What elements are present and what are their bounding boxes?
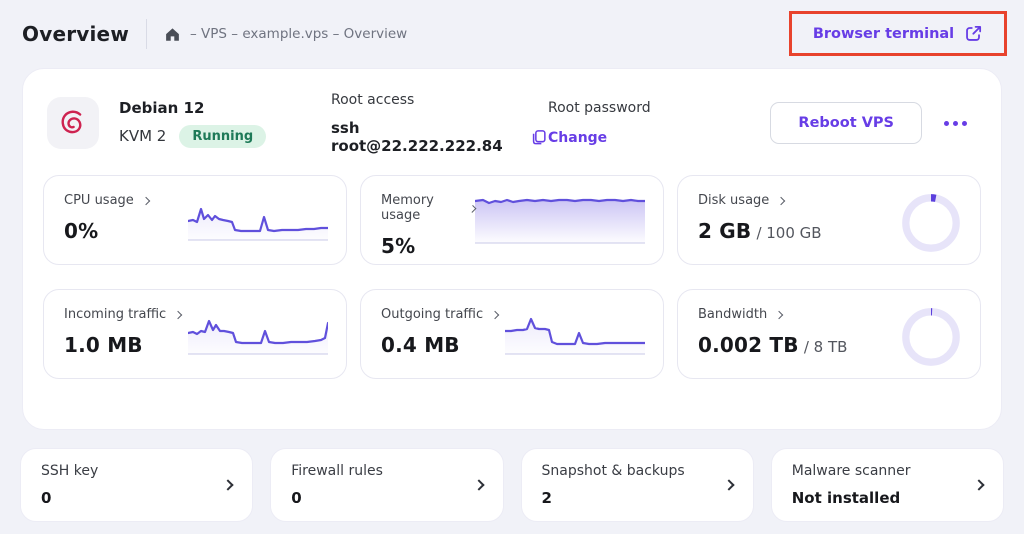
quick-card-value: 2 <box>541 489 552 507</box>
quick-card-label: Firewall rules <box>291 463 383 479</box>
quick-card-firewall-rules[interactable]: Firewall rules 0 <box>270 448 504 522</box>
chevron-right-icon <box>777 196 786 206</box>
chevron-right-icon <box>723 479 735 491</box>
quick-card-ssh-key[interactable]: SSH key 0 <box>20 448 254 522</box>
chevron-right-icon <box>222 479 234 491</box>
outgoing-traffic-link[interactable]: Outgoing traffic <box>381 307 500 322</box>
metric-label: Disk usage <box>698 193 770 208</box>
chevron-right-icon <box>774 310 784 320</box>
memory-area-chart <box>475 191 645 249</box>
os-logo-tile <box>47 97 99 149</box>
browser-terminal-label: Browser terminal <box>812 25 955 42</box>
chevron-right-icon <box>472 479 485 491</box>
root-access-block: Root access ssh root@22.222.222.84 <box>331 92 548 155</box>
debian-logo-icon <box>61 110 82 134</box>
bandwidth-total: / 8 TB <box>803 338 848 356</box>
external-link-icon <box>966 25 982 41</box>
header-divider <box>146 19 148 49</box>
breadcrumb-text: – VPS – example.vps – Overview <box>190 26 408 42</box>
plan-name: KVM 2 <box>119 127 167 145</box>
chevron-right-icon <box>973 479 985 491</box>
incoming-traffic-link[interactable]: Incoming traffic <box>64 307 183 322</box>
breadcrumb: – VPS – example.vps – Overview <box>164 26 407 43</box>
memory-usage-value: 5% <box>381 234 416 258</box>
metric-card-outgoing-traffic[interactable]: Outgoing traffic 0.4 MB <box>360 289 664 379</box>
bandwidth-value: 0.002 TB <box>698 333 799 357</box>
outgoing-traffic-sparkline-chart <box>505 314 645 360</box>
more-options-icon[interactable] <box>938 113 981 134</box>
page-header: Overview – VPS – example.vps – Overview … <box>0 0 1024 68</box>
metric-card-cpu-usage[interactable]: CPU usage 0% <box>43 175 347 265</box>
chevron-right-icon <box>173 310 183 320</box>
ssh-command-line: ssh root@22.222.222.84 <box>331 119 548 155</box>
quick-card-value: Not installed <box>791 489 901 507</box>
metrics-grid: CPU usage 0% Memory usage 5% <box>43 175 981 379</box>
root-password-block: Root password Change <box>548 100 770 146</box>
quick-links-row: SSH key 0 Firewall rules 0 Snapshot & ba… <box>20 448 1004 522</box>
chevron-right-icon <box>141 196 151 206</box>
quick-card-label: Snapshot & backups <box>541 463 685 479</box>
metric-label: Incoming traffic <box>64 307 167 322</box>
server-info-row: Debian 12 KVM 2 Running Root access ssh … <box>47 92 981 155</box>
os-sub-row: KVM 2 Running <box>119 124 331 148</box>
disk-usage-total: / 100 GB <box>756 224 822 242</box>
quick-card-value: 0 <box>41 489 52 507</box>
metric-card-bandwidth[interactable]: Bandwidth 0.002 TB / 8 TB <box>677 289 981 379</box>
metric-card-disk-usage[interactable]: Disk usage 2 GB / 100 GB <box>677 175 981 265</box>
browser-terminal-button[interactable]: Browser terminal <box>813 24 983 43</box>
reboot-vps-button[interactable]: Reboot VPS <box>770 102 922 144</box>
home-icon[interactable] <box>164 26 181 43</box>
cpu-sparkline-chart <box>188 200 328 246</box>
outgoing-traffic-value: 0.4 MB <box>381 333 460 357</box>
root-password-label: Root password <box>548 100 651 116</box>
disk-usage-donut-gauge <box>900 192 962 254</box>
quick-card-label: SSH key <box>41 463 99 479</box>
chevron-right-icon <box>490 310 500 320</box>
os-name: Debian 12 <box>119 98 205 117</box>
quick-card-value: 0 <box>291 489 302 507</box>
incoming-traffic-value: 1.0 MB <box>64 333 143 357</box>
metric-label: Outgoing traffic <box>381 307 484 322</box>
os-info: Debian 12 KVM 2 Running <box>119 99 331 148</box>
browser-terminal-highlight-box: Browser terminal <box>789 11 1007 56</box>
incoming-traffic-sparkline-chart <box>188 314 328 360</box>
quick-card-malware-scanner[interactable]: Malware scanner Not installed <box>770 448 1004 522</box>
metric-label: Bandwidth <box>698 307 768 322</box>
metric-card-memory-usage[interactable]: Memory usage 5% <box>360 175 664 265</box>
bandwidth-link[interactable]: Bandwidth <box>698 307 847 322</box>
page-title: Overview <box>22 22 130 46</box>
metric-label: Memory usage <box>381 193 434 223</box>
ssh-command: ssh root@22.222.222.84 <box>331 118 503 155</box>
status-badge: Running <box>179 124 267 148</box>
cpu-usage-value: 0% <box>64 219 99 243</box>
quick-card-snapshot-backups[interactable]: Snapshot & backups 2 <box>520 448 754 522</box>
copy-icon[interactable] <box>530 128 548 146</box>
root-access-label: Root access <box>331 91 415 108</box>
disk-usage-link[interactable]: Disk usage <box>698 193 822 208</box>
bandwidth-donut-gauge <box>900 306 962 368</box>
vps-overview-card: Debian 12 KVM 2 Running Root access ssh … <box>22 68 1002 430</box>
quick-card-label: Malware scanner <box>791 463 911 479</box>
metric-label: CPU usage <box>64 193 134 208</box>
disk-usage-value: 2 GB <box>698 219 752 243</box>
cpu-usage-link[interactable]: CPU usage <box>64 193 151 208</box>
change-password-link[interactable]: Change <box>548 130 608 146</box>
memory-usage-link[interactable]: Memory usage <box>381 193 477 223</box>
metric-card-incoming-traffic[interactable]: Incoming traffic 1.0 MB <box>43 289 347 379</box>
